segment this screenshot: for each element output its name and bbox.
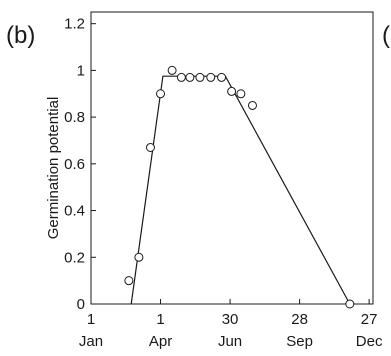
y-tick-label: 1.2	[64, 16, 85, 33]
x-tick-day-label: 27	[361, 311, 378, 328]
data-point	[195, 72, 205, 82]
x-tick-day-label: 28	[291, 311, 308, 328]
y-tick-label: 0.4	[64, 203, 85, 220]
data-point	[185, 72, 195, 82]
data-point	[134, 252, 144, 262]
data-point	[247, 100, 257, 110]
x-axis: 1 Jan 1 Apr 30 Jun 28 Sep 27 Dec	[79, 299, 383, 350]
x-tick-month-label: Dec	[356, 333, 383, 350]
y-tick-label: 0.6	[64, 156, 85, 173]
y-axis-title: Germination potential	[45, 97, 62, 240]
data-point	[156, 89, 166, 99]
data-point	[236, 89, 246, 99]
x-tick-day-label: 1	[156, 311, 164, 328]
fitted-line	[130, 75, 351, 305]
right-edge-fragment: (	[382, 22, 390, 49]
data-point	[167, 65, 177, 75]
data-point	[176, 72, 186, 82]
data-point	[124, 276, 134, 286]
y-axis: 0 0.2 0.4 0.6 0.8 1 1.2	[64, 16, 96, 313]
y-tick-label: 0.2	[64, 249, 85, 266]
y-tick-label: 0	[77, 296, 85, 313]
data-point	[206, 72, 216, 82]
x-tick-month-label: Sep	[286, 333, 313, 350]
y-tick-label: 1	[77, 62, 85, 79]
y-tick-label: 0.8	[64, 109, 85, 126]
plot-frame	[90, 11, 374, 305]
x-tick-month-label: Jun	[218, 333, 242, 350]
observed-points	[124, 65, 355, 309]
x-tick-day-label: 30	[222, 311, 239, 328]
x-tick-day-label: 1	[87, 311, 95, 328]
data-point	[217, 72, 227, 82]
data-point	[145, 142, 155, 152]
panel-label: (b)	[6, 22, 35, 49]
x-tick-month-label: Jan	[79, 333, 103, 350]
x-tick-month-label: Apr	[149, 333, 172, 350]
data-point	[345, 299, 355, 309]
data-point	[227, 86, 237, 96]
